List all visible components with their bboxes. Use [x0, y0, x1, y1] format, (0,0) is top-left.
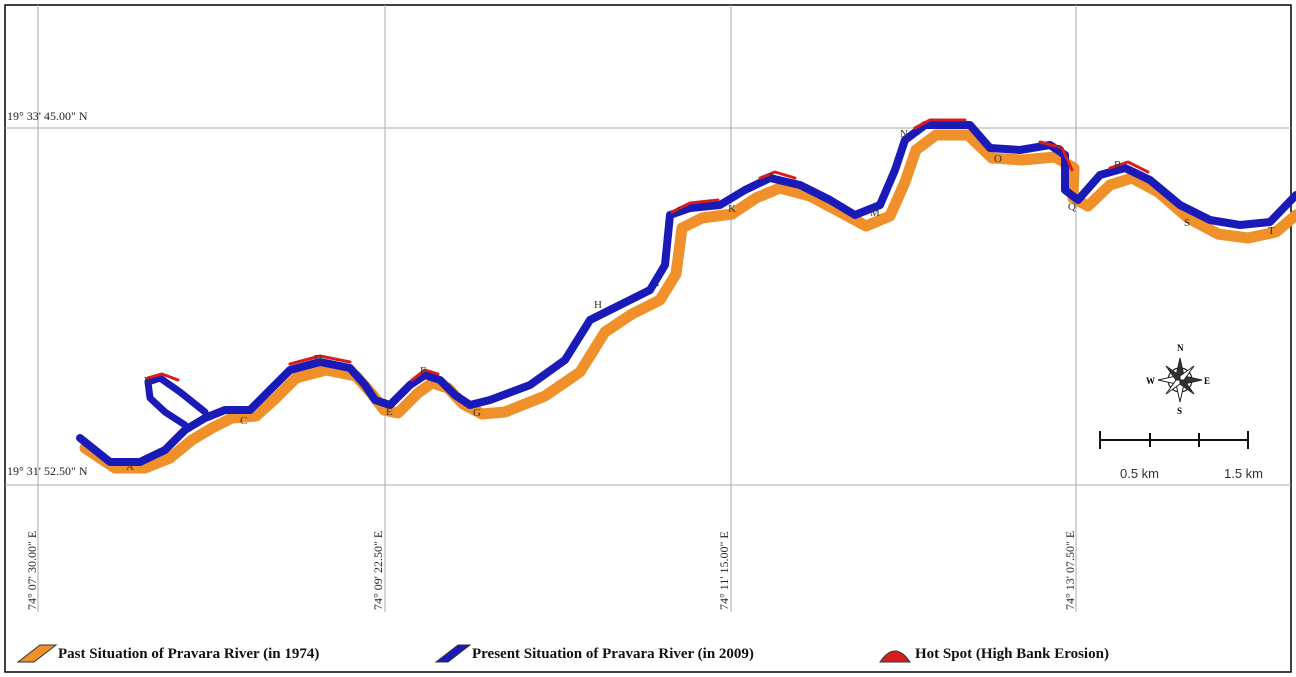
- present-river: [76, 121, 1296, 466]
- legend-label: Past Situation of Pravara River (in 1974…: [58, 646, 319, 662]
- longitude-label: 74° 09' 22.50" E: [371, 531, 385, 610]
- hot-spot: [1108, 160, 1150, 174]
- compass-needle: [1165, 379, 1181, 395]
- point-label: K: [728, 203, 736, 215]
- point-label: J: [676, 205, 681, 217]
- point-label: H: [594, 299, 602, 311]
- legend-swatch: [16, 644, 58, 663]
- point-label: D: [314, 353, 322, 365]
- legend-label: Present Situation of Pravara River (in 2…: [472, 646, 754, 662]
- point-label: Q: [1068, 201, 1076, 213]
- latitude-label: 19° 31' 52.50" N: [7, 464, 88, 478]
- scale-bar: [1099, 431, 1249, 449]
- point-label: F: [420, 365, 426, 377]
- frame: [4, 4, 1292, 673]
- hot-spot: [410, 368, 440, 382]
- point-label: I: [656, 277, 660, 289]
- scale-label: 1.5 km: [1224, 466, 1263, 481]
- compass-letter: E: [1204, 376, 1210, 386]
- point-label: B: [144, 375, 151, 387]
- point-label: N: [900, 128, 908, 140]
- scale-label: 0.5 km: [1120, 466, 1159, 481]
- hot-spot: [146, 372, 180, 382]
- hot-spot: [913, 118, 967, 130]
- point-label: G: [473, 407, 481, 419]
- point-label: T: [1268, 225, 1275, 237]
- compass-letter: N: [1177, 343, 1184, 353]
- point-label: R: [1114, 159, 1122, 171]
- point-label: A: [126, 461, 134, 473]
- point-label: P: [1056, 143, 1062, 155]
- longitude-label: 74° 13' 07.50" E: [1063, 531, 1077, 610]
- longitude-label: 74° 11' 15.00" E: [717, 531, 731, 610]
- hot-spot: [288, 354, 352, 366]
- hot-spot: [758, 170, 797, 180]
- point-label: M: [870, 207, 880, 219]
- point-label: S: [1184, 217, 1190, 229]
- hot-spot: [1038, 140, 1074, 172]
- latitude-label: 19° 33' 45.00" N: [7, 109, 88, 123]
- legend-label: Hot Spot (High Bank Erosion): [915, 646, 1109, 662]
- point-label: O: [994, 153, 1002, 165]
- compass: [1157, 357, 1203, 403]
- grid: [5, 5, 1291, 612]
- compass-letter: S: [1177, 406, 1182, 416]
- longitude-label: 74° 07' 30.00" E: [25, 531, 39, 610]
- rivers: [76, 118, 1296, 474]
- point-labels: A B C D E F G H I J K L M N O P Q R S T: [126, 128, 1275, 473]
- point-label: C: [240, 415, 247, 427]
- point-label: L: [769, 171, 776, 183]
- present-river-loop: [144, 374, 209, 429]
- hot-spot: [670, 198, 720, 214]
- longitude-labels: 74° 07' 30.00" E 74° 09' 22.50" E 74° 11…: [25, 531, 1077, 610]
- legend: Past Situation of Pravara River (in 1974…: [16, 644, 1109, 663]
- compass-letter: W: [1146, 376, 1155, 386]
- point-label: E: [386, 406, 393, 418]
- legend-swatch: [434, 644, 472, 663]
- hot-spots: [146, 118, 1150, 382]
- legend-swatch: [879, 650, 911, 663]
